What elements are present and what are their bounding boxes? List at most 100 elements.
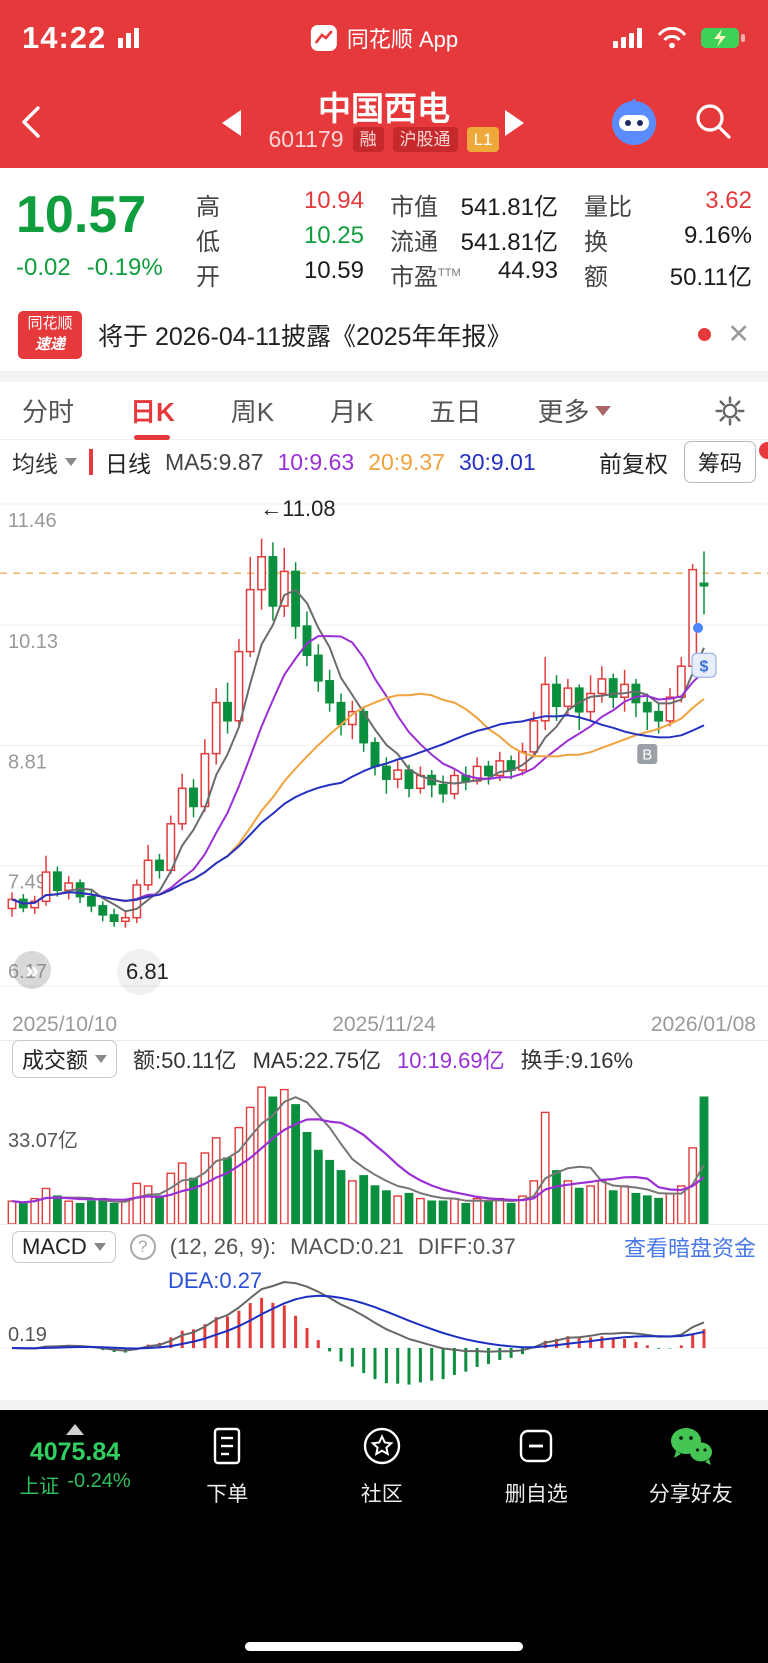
diff-value: DIFF:0.37: [417, 1233, 516, 1259]
tab-weekly-k[interactable]: 周K: [230, 397, 275, 427]
nav-order-button[interactable]: 下单: [150, 1424, 305, 1508]
quote-col-hlo: 高 10.94 低 10.25 开 10.59: [196, 184, 364, 291]
ma-selector[interactable]: 均线: [12, 445, 77, 479]
app-label: 同花顺 App: [346, 27, 459, 52]
tab-monthly-k[interactable]: 月K: [330, 397, 374, 427]
volume-ma5: MA5:22.75亿: [252, 1047, 381, 1073]
index-value: 4075.84: [29, 1438, 121, 1466]
search-icon[interactable]: [690, 98, 736, 144]
news-text[interactable]: 将于 2026-04-11披露《2025年年报》: [98, 322, 512, 351]
next-stock-button[interactable]: [505, 110, 524, 136]
macd-chart[interactable]: DEA:0.27 0.19: [0, 1268, 768, 1400]
open-label: 开: [196, 264, 220, 291]
chevron-down-icon: [594, 405, 611, 416]
price-change: -0.02: [16, 254, 71, 282]
svg-text:10.13: 10.13: [8, 631, 58, 653]
x-label-end: 2026/01/08: [650, 1013, 756, 1036]
news-brand-logo: 同花顺 速递: [18, 310, 82, 359]
tab-five-day[interactable]: 五日: [429, 397, 482, 427]
back-button[interactable]: [12, 100, 52, 144]
period-label: 日线: [105, 451, 151, 477]
connect-badge: 沪股通: [392, 127, 458, 152]
gear-icon: [715, 395, 745, 426]
cellular-signal-icon: [612, 26, 644, 50]
svg-text:B: B: [642, 746, 652, 763]
bottom-nav: 4075.84 上证 -0.24% 下单 社区 删自选 分享好友: [0, 1410, 768, 1663]
prev-stock-button[interactable]: [222, 110, 241, 136]
x-axis: 2025/10/10 2025/11/24 2026/01/08: [0, 1010, 768, 1040]
index-change: -0.24%: [67, 1470, 131, 1492]
svg-text:$: $: [700, 658, 709, 675]
battery-charging-icon: [700, 26, 746, 50]
tab-more[interactable]: 更多: [538, 381, 611, 440]
float-value: 541.81亿: [460, 229, 558, 256]
section-divider: [0, 1400, 768, 1410]
period-tabs: 分时 日K 周K 月K 五日 更多: [0, 382, 768, 440]
quote-col-vol: 量比 3.62 换 9.16% 额 50.11亿: [584, 184, 752, 291]
macd-header: MACD ? (12, 26, 9): MACD:0.21 DIFF:0.37 …: [0, 1224, 768, 1268]
stock-name: 中国西电: [318, 90, 450, 127]
volume-ma10: 10:19.69亿: [396, 1047, 505, 1073]
low-annotation: 6.81: [126, 959, 169, 984]
pe-label: 市盈TTM: [390, 264, 461, 291]
ai-assistant-button[interactable]: [606, 94, 662, 150]
x-label-mid: 2025/11/24: [332, 1013, 436, 1036]
ma10-legend: 10:9.63: [277, 448, 355, 475]
chips-button[interactable]: 筹码: [683, 441, 756, 483]
high-label: 高: [196, 194, 220, 221]
expand-triangle-icon: [66, 1424, 84, 1435]
nav-community-button[interactable]: 社区: [305, 1424, 460, 1508]
chart-settings-button[interactable]: [714, 395, 746, 427]
mini-histogram-icon: [116, 26, 142, 50]
adjust-mode-button[interactable]: 前复权: [598, 451, 668, 477]
kline-chart[interactable]: 11.46 10.13 8.81 7.49 6.17 ←11.08 B $ » 6.81: [0, 484, 768, 1010]
index-quote-button[interactable]: 4075.84 上证 -0.24%: [0, 1424, 150, 1499]
margin-badge: 融: [352, 127, 384, 152]
news-ticker[interactable]: 同花顺 速递 将于 2026-04-11披露《2025年年报》 ✕: [0, 298, 768, 372]
status-bar: 14:22 同花顺 App: [0, 0, 768, 76]
quote-panel: 10.57 -0.02 -0.19% 高 10.94 低 10.25 开 10.59 …: [0, 168, 768, 298]
high-value: 10.94: [303, 187, 364, 214]
section-divider: [0, 372, 768, 382]
ma-legend-bar: 均线 日线 MA5:9.87 10:9.63 20:9.37 30:9.01 前…: [0, 440, 768, 484]
community-star-icon: [363, 1427, 400, 1465]
volume-axis-label: 33.07亿: [8, 1129, 78, 1152]
open-value: 10.59: [303, 257, 364, 284]
app-banner[interactable]: 同花顺 App: [310, 22, 458, 54]
nav-remove-watchlist-button[interactable]: 删自选: [459, 1424, 614, 1508]
stock-code: 601179: [268, 126, 344, 152]
tab-minute[interactable]: 分时: [22, 397, 75, 427]
volume-indicator-selector[interactable]: 成交额: [12, 1039, 118, 1078]
app-logo-icon: [310, 24, 338, 52]
wifi-icon: [656, 26, 688, 50]
unread-dot: [698, 328, 712, 341]
help-icon[interactable]: ?: [129, 1233, 156, 1260]
tab-daily-k[interactable]: 日K: [130, 381, 175, 440]
period-marker: [89, 449, 93, 475]
ma30-legend: 30:9.01: [458, 448, 536, 475]
expand-history-button: [13, 951, 51, 989]
macd-indicator-selector[interactable]: MACD: [12, 1230, 116, 1263]
volume-turnover: 换手:9.16%: [520, 1047, 634, 1073]
price-change-pct: -0.19%: [86, 254, 163, 282]
svg-text:»: »: [25, 957, 38, 984]
float-label: 流通: [390, 229, 438, 256]
fund-badge: [691, 652, 717, 678]
close-icon[interactable]: ✕: [727, 319, 750, 349]
pe-ttm-sup: TTM: [438, 267, 461, 279]
home-indicator: [245, 1642, 523, 1651]
amount-label: 额: [584, 264, 608, 291]
svg-text:8.81: 8.81: [8, 751, 47, 773]
chevron-down-icon: [93, 1242, 106, 1251]
dark-pool-link[interactable]: 查看暗盘资金: [623, 1235, 756, 1261]
wechat-icon: [670, 1428, 712, 1465]
volume-chart[interactable]: 33.07亿: [0, 1076, 768, 1224]
nav-share-wechat-button[interactable]: 分享好友: [614, 1424, 768, 1508]
notification-dot: [759, 442, 768, 459]
buy-marker: [637, 743, 658, 764]
chevron-down-icon: [95, 1054, 108, 1063]
level-badge: L1: [466, 127, 500, 152]
amount-value: 50.11亿: [669, 264, 752, 291]
x-label-start: 2025/10/10: [12, 1013, 118, 1036]
